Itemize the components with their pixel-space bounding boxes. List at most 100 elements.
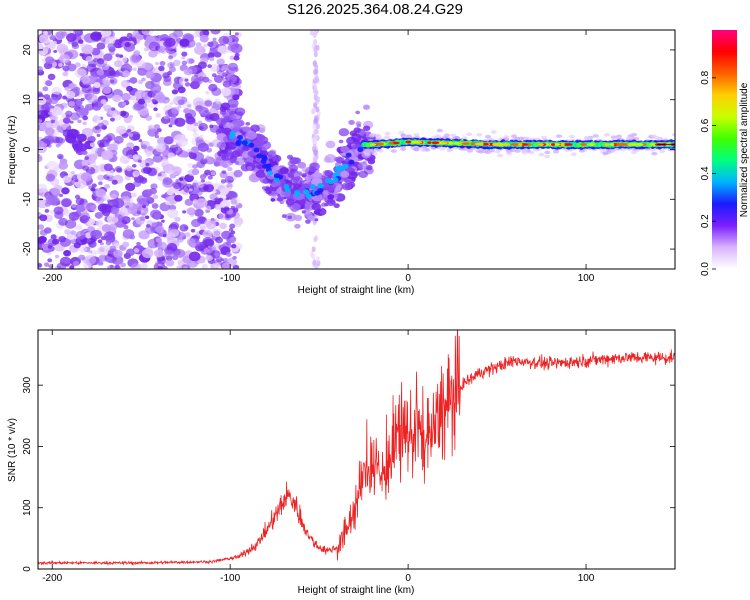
noise-blob [217, 45, 229, 55]
noise-blob [140, 109, 149, 118]
noise-blob [58, 62, 63, 67]
noise-blob [107, 43, 115, 50]
ridge-band-peak [560, 143, 565, 146]
noise-blob [125, 165, 133, 172]
noise-blob [195, 198, 208, 208]
ridge-blob [325, 140, 336, 149]
noise-blob [81, 159, 88, 166]
colorbar-tick-label: 0.0 [700, 262, 711, 276]
ridge-halo-blob [650, 148, 657, 152]
noise-blob [101, 155, 108, 161]
noise-blob [140, 144, 148, 150]
x-tick-label: 100 [578, 273, 595, 284]
noise-blob [196, 215, 206, 224]
noise-blob [195, 242, 201, 247]
noise-blob [184, 78, 189, 82]
noise-blob [117, 197, 124, 203]
noise-blob [313, 236, 318, 243]
noise-blob [136, 197, 144, 203]
noise-blob [78, 254, 86, 261]
ridge-blob [227, 166, 233, 172]
noise-blob [116, 167, 123, 173]
ridge-halo-blob [578, 149, 585, 153]
noise-blob [50, 105, 55, 109]
ridge-halo-blob [406, 134, 413, 139]
ridge-core-blob [284, 187, 291, 193]
noise-blob [98, 142, 105, 148]
chart-title: S126.2025.364.08.24.G29 [287, 1, 463, 18]
noise-blob [146, 188, 154, 195]
ridge-band-peak [431, 141, 440, 145]
ridge-band-peak [409, 140, 419, 144]
noise-blob [204, 100, 213, 107]
noise-blob [211, 246, 217, 251]
noise-blob [75, 224, 83, 231]
noise-blob [110, 193, 118, 200]
noise-blob [312, 261, 317, 268]
ridge-halo-blob [384, 131, 391, 136]
noise-blob [234, 32, 239, 36]
noise-blob [132, 170, 140, 177]
noise-blob [61, 198, 72, 208]
ridge-blob [219, 159, 232, 168]
noise-blob [145, 223, 151, 228]
ridge-halo-blob [497, 153, 504, 158]
noise-blob [211, 73, 217, 78]
ridge-halo-blob [659, 149, 666, 154]
ridge-blob [308, 166, 317, 173]
noise-blob [58, 235, 67, 243]
noise-blob [65, 110, 73, 117]
noise-blob [114, 60, 123, 68]
noise-blob [227, 44, 236, 52]
noise-blob [159, 61, 166, 66]
noise-blob [194, 122, 199, 127]
ridge-halo-blob [619, 147, 626, 152]
noise-blob [200, 179, 206, 183]
ridge-blob [294, 223, 301, 229]
noise-blob [222, 262, 231, 269]
ridge-blob [216, 141, 226, 149]
noise-blob [121, 208, 129, 214]
noise-blob [109, 245, 117, 252]
ridge-band-peak [636, 143, 644, 146]
noise-blob [212, 37, 217, 41]
noise-blob [133, 248, 140, 253]
noise-blob [171, 106, 180, 115]
noise-blob [99, 242, 104, 246]
noise-blob [139, 177, 148, 184]
noise-blob [315, 256, 320, 263]
noise-blob [145, 70, 155, 79]
noise-blob [74, 68, 87, 79]
ridge-core-blob [345, 152, 352, 158]
x-tick-label: 0 [405, 573, 411, 584]
noise-blob [155, 113, 161, 118]
noise-blob [202, 30, 210, 36]
noise-blob [184, 68, 193, 76]
noise-blob [233, 169, 243, 178]
ridge-blob [221, 154, 230, 161]
ridge-blob [297, 161, 307, 169]
ridge-halo-blob [478, 150, 485, 154]
noise-blob [164, 99, 169, 103]
noise-blob [125, 182, 136, 192]
ridge-blob [320, 210, 326, 215]
ridge-halo-blob [490, 130, 497, 134]
noise-blob [139, 216, 146, 222]
noise-blob [192, 97, 205, 107]
noise-blob [311, 253, 316, 260]
noise-blob [80, 97, 85, 102]
noise-blob [105, 169, 115, 177]
noise-blob [202, 236, 214, 247]
ridge-blob [245, 121, 251, 126]
noise-blob [152, 194, 159, 200]
noise-blob [207, 175, 213, 180]
noise-blob [140, 209, 145, 214]
noise-blob [313, 149, 318, 156]
colorbar-label: Normalized spectral amplitude [739, 82, 750, 217]
noise-blob [165, 259, 175, 267]
ridge-band-peak [554, 143, 561, 146]
noise-blob [43, 262, 50, 267]
noise-blob [187, 162, 194, 168]
ridge-core-blob [283, 184, 290, 190]
noise-blob [51, 238, 60, 245]
